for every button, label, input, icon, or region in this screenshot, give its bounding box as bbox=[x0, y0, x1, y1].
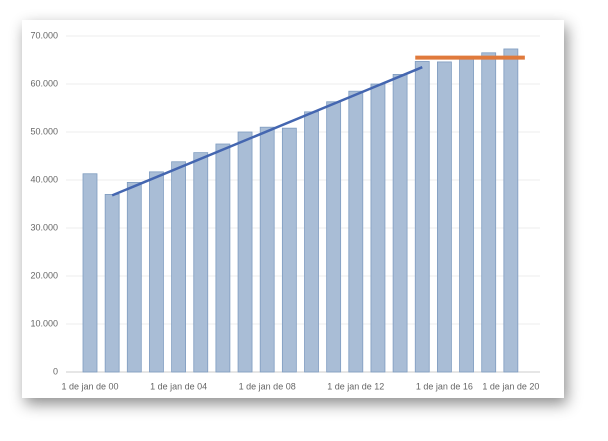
bar bbox=[304, 111, 319, 373]
bar bbox=[503, 48, 519, 373]
bar bbox=[348, 90, 364, 373]
bar bbox=[414, 61, 430, 373]
y-tick-label: 50.000 bbox=[30, 126, 58, 136]
bar bbox=[481, 52, 497, 373]
x-tick-label: 1 de jan de 04 bbox=[150, 381, 207, 391]
x-tick-label: 1 de jan de 00 bbox=[61, 381, 118, 391]
x-tick-label: 1 de jan de 20 bbox=[482, 381, 539, 391]
y-tick-label: 20.000 bbox=[30, 270, 58, 280]
y-tick-label: 30.000 bbox=[30, 222, 58, 232]
x-tick-label: 1 de jan de 12 bbox=[327, 381, 384, 391]
y-tick-label: 70.000 bbox=[30, 30, 58, 40]
x-tick-label: 1 de jan de 08 bbox=[239, 381, 296, 391]
bar bbox=[392, 74, 408, 373]
y-tick-label: 0 bbox=[53, 366, 58, 376]
y-tick-label: 40.000 bbox=[30, 174, 58, 184]
bar bbox=[459, 57, 474, 373]
bar bbox=[193, 152, 209, 373]
bar bbox=[126, 181, 142, 373]
bar bbox=[104, 193, 120, 373]
y-tick-label: 60.000 bbox=[30, 78, 58, 88]
bar bbox=[326, 101, 342, 373]
y-tick-label: 10.000 bbox=[30, 318, 58, 328]
trend-line bbox=[111, 66, 423, 197]
bar bbox=[281, 127, 297, 373]
bar bbox=[370, 83, 386, 373]
bar bbox=[215, 143, 231, 373]
bar bbox=[436, 61, 452, 373]
bar bbox=[259, 126, 275, 373]
bar bbox=[82, 173, 98, 373]
bar bbox=[237, 131, 253, 373]
bar bbox=[149, 171, 164, 373]
bar bbox=[171, 161, 187, 373]
x-tick-label: 1 de jan de 16 bbox=[416, 381, 473, 391]
